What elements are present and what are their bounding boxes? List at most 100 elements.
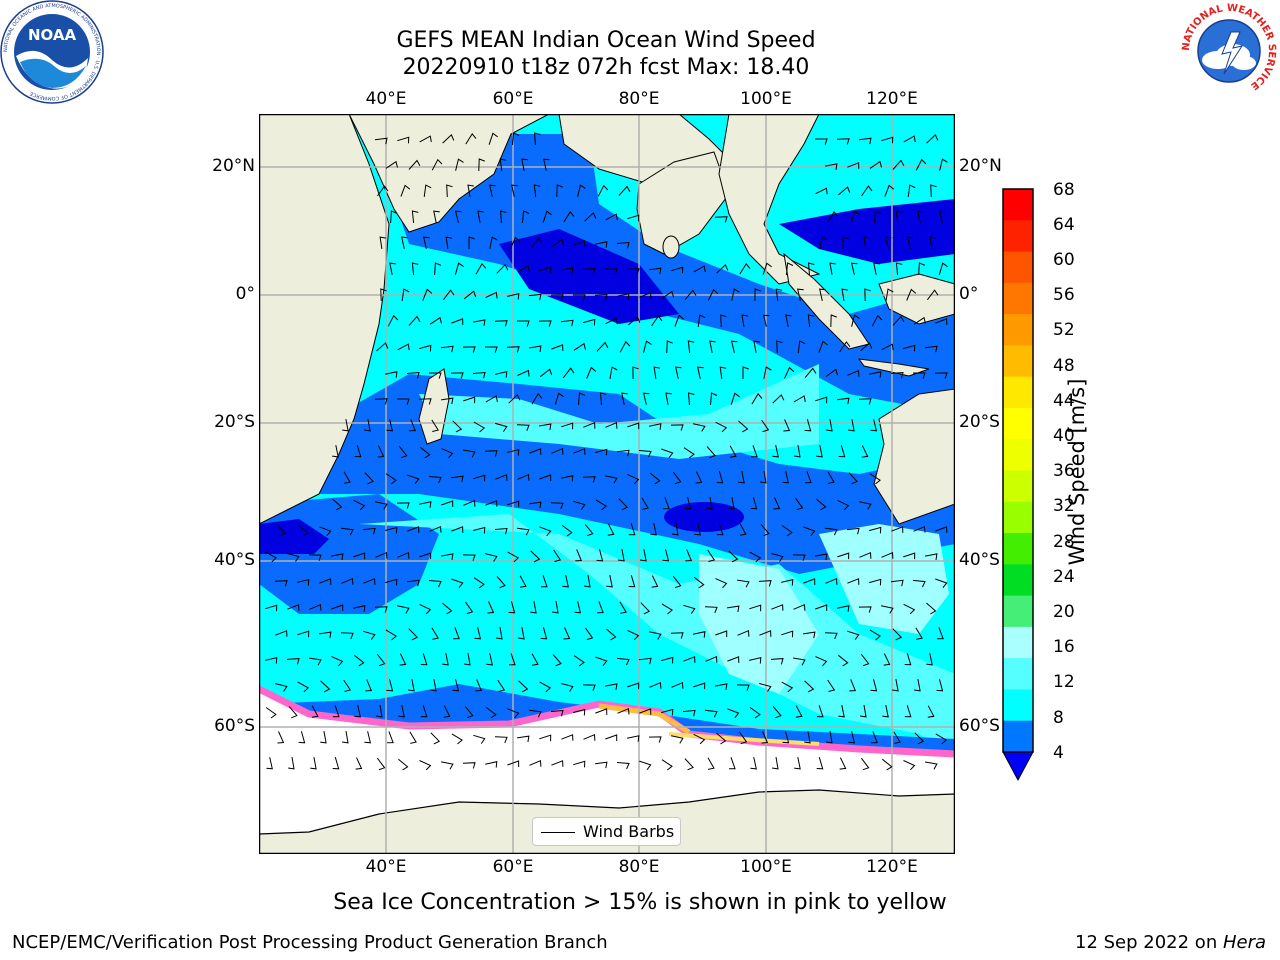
wind-barb — [331, 553, 344, 560]
wind-barb — [869, 629, 881, 641]
colorbar-bin — [1003, 658, 1033, 690]
wind-barb — [773, 497, 781, 510]
wind-barb — [407, 526, 420, 533]
wind-barb — [770, 658, 784, 665]
wind-barb — [847, 630, 860, 640]
colorbar-tick: 44 — [1053, 391, 1075, 411]
wind-barb — [707, 757, 715, 770]
wind-barb — [431, 158, 443, 171]
wind-barb — [671, 266, 684, 274]
wind-barb — [837, 605, 850, 612]
wind-barb — [582, 268, 596, 275]
wind-barb — [507, 448, 520, 456]
wind-band-16-20 — [699, 554, 819, 694]
wind-barb — [423, 184, 432, 197]
wind-barb — [497, 679, 506, 692]
wind-barb — [649, 267, 662, 275]
wind-barb — [693, 682, 706, 690]
wind-barb — [771, 604, 784, 611]
wind-barb — [609, 366, 618, 379]
wind-barb — [661, 290, 675, 299]
colorbar-bin — [1003, 470, 1033, 503]
sea-ice-caption: Sea Ice Concentration > 15% is shown in … — [333, 890, 947, 915]
wind-barb — [803, 578, 816, 585]
wind-barb — [605, 317, 618, 325]
wind-barb — [443, 705, 451, 718]
wind-barb — [552, 654, 562, 667]
wind-barb — [342, 731, 349, 744]
wind-barb — [265, 604, 278, 612]
wind-barb — [736, 684, 750, 691]
lon-tick-top: 100°E — [740, 89, 792, 109]
wind-barb — [859, 501, 872, 510]
wind-barb — [533, 184, 541, 198]
wind-barb — [727, 605, 740, 613]
wind-barb — [597, 601, 604, 614]
wind-barb — [478, 158, 485, 172]
wind-barb — [265, 551, 278, 563]
wind-barb — [776, 340, 783, 354]
wind-barb — [495, 474, 508, 481]
wind-barb — [914, 732, 925, 745]
wind-barb — [485, 761, 498, 768]
lat-tick-left: 40°S — [214, 550, 255, 570]
wind-barb — [538, 320, 552, 327]
wind-barb — [632, 366, 639, 380]
colorbar-bin — [1003, 314, 1033, 346]
wind-barb — [639, 760, 652, 770]
wind-barb — [649, 472, 661, 485]
colorbar-tick: 32 — [1053, 496, 1075, 516]
wind-barb — [485, 395, 498, 403]
wind-barb — [915, 158, 927, 171]
wind-barb — [850, 262, 858, 275]
colorbar-tick: 64 — [1053, 215, 1075, 235]
wind-barb — [573, 500, 586, 510]
wind-barb — [890, 372, 904, 379]
colorbar-bin — [1003, 595, 1033, 628]
wind-barb — [529, 759, 542, 767]
wind-barb — [837, 552, 850, 560]
wind-barb — [529, 501, 542, 509]
wind-barb — [913, 372, 926, 379]
wind-barb — [926, 653, 933, 666]
wind-barb — [665, 392, 672, 405]
wind-barb — [903, 344, 916, 352]
wind-barb — [473, 421, 486, 433]
wind-barb — [364, 731, 372, 744]
wind-barb — [584, 524, 594, 537]
wind-barb — [595, 656, 608, 667]
wind-barb — [551, 238, 565, 247]
wind-barb — [674, 314, 685, 327]
wind-barb — [729, 445, 737, 458]
land-sri-lanka — [662, 235, 680, 259]
wind-barb — [692, 423, 706, 432]
wind-barb — [496, 627, 503, 640]
wind-barb — [509, 653, 516, 666]
wind-barb — [561, 683, 574, 692]
wind-barb — [781, 681, 794, 693]
map-title: GEFS MEAN Indian Ocean Wind Speed — [396, 28, 816, 53]
wind-barb — [398, 758, 409, 771]
wind-barb — [709, 340, 716, 353]
wind-barb — [939, 158, 948, 171]
colorbar-tick: 48 — [1053, 356, 1075, 376]
wind-barb — [353, 499, 366, 511]
wind-barb — [684, 289, 697, 300]
wind-barb — [397, 343, 410, 351]
wind-barb — [683, 604, 696, 614]
wind-barb — [472, 371, 486, 379]
wind-barb — [419, 552, 432, 560]
wind-barb — [793, 603, 806, 611]
wind-barb — [550, 502, 564, 510]
wind-barb — [594, 241, 608, 248]
wind-barb — [434, 262, 442, 276]
wind-barb — [873, 262, 880, 275]
wind-barb — [343, 679, 352, 692]
wind-barb — [377, 445, 385, 458]
wind-barb — [882, 705, 889, 718]
wind-barb — [763, 366, 772, 379]
wind-barb — [737, 579, 750, 588]
wind-barb — [418, 398, 432, 405]
wind-barb — [751, 445, 758, 458]
wind-barb — [441, 553, 454, 560]
